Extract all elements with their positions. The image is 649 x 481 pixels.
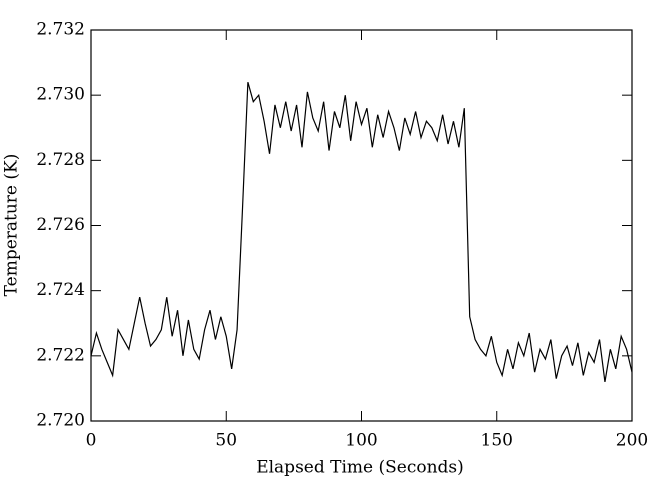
x-tick-label: 0 — [86, 431, 97, 451]
y-tick-label: 2.726 — [36, 215, 85, 235]
x-tick-label: 200 — [616, 431, 648, 451]
y-tick-label: 2.724 — [36, 280, 85, 300]
plot-frame — [90, 29, 633, 422]
y-tick-label: 2.722 — [36, 345, 85, 365]
x-axis-title: Elapsed Time (Seconds) — [256, 458, 464, 478]
y-tick-label: 2.730 — [36, 85, 85, 105]
x-tick-label: 100 — [345, 431, 377, 451]
y-tick-label: 2.720 — [36, 411, 85, 431]
y-axis-title: Temperature (K) — [2, 154, 22, 297]
y-tick-label: 2.728 — [36, 150, 85, 170]
y-tick-label: 2.732 — [36, 20, 85, 40]
data-line — [90, 81, 633, 382]
x-tick-label: 50 — [215, 431, 237, 451]
x-tick-label: 150 — [481, 431, 513, 451]
